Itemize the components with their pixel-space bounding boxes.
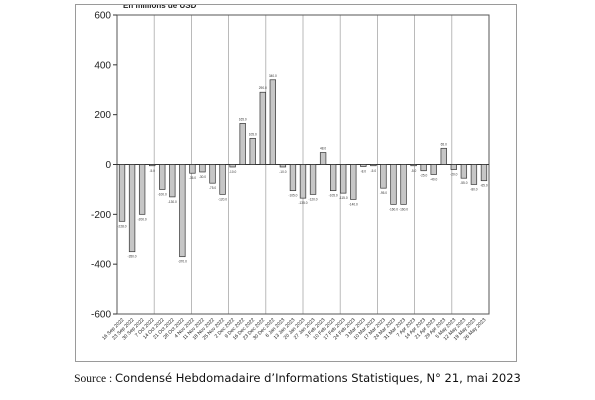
bar: [330, 164, 337, 192]
bar-value-label: -25.0: [420, 174, 427, 178]
bar: [410, 164, 417, 167]
bar: [209, 164, 216, 184]
bar: [360, 164, 367, 167]
bar: [239, 123, 246, 165]
bar-value-label: -100.0: [158, 192, 167, 196]
bar: [259, 91, 266, 165]
bar-value-label: -95.0: [380, 191, 387, 195]
source-caption: Source : Condensé Hebdomadaire d’Informa…: [0, 371, 595, 386]
bar-value-label: -350.0: [128, 255, 137, 259]
bar: [380, 164, 387, 189]
bar-value-label: -228.0: [118, 224, 127, 228]
bar-value-label: -5.0: [149, 169, 155, 173]
bar: [149, 164, 156, 167]
bar: [159, 164, 166, 190]
bar-value-label: -105.0: [329, 194, 338, 198]
bar-value-label: -135.0: [298, 201, 307, 205]
bar-value-label: -130.0: [168, 200, 177, 204]
chart-title: En millions de USD: [123, 5, 197, 10]
bar-value-label: -30.0: [199, 175, 206, 179]
bar: [400, 164, 407, 205]
bar: [350, 164, 357, 200]
bar: [289, 164, 297, 192]
bar-value-label: -55.0: [460, 181, 467, 185]
bar-value-label: -140.0: [349, 202, 358, 206]
bar-value-label: -105.0: [288, 194, 297, 198]
bar: [420, 164, 427, 172]
bar: [118, 164, 126, 222]
bar-value-label: 105.0: [249, 132, 257, 136]
bar: [269, 79, 277, 165]
bar: [299, 164, 307, 199]
bar-value-label: -40.0: [430, 177, 437, 181]
y-tick-label: 200: [94, 110, 111, 121]
bar: [219, 164, 226, 195]
bar-chart: En millions de USD -600 -400 -200 0 200 400 60…: [91, 5, 490, 342]
bar: [470, 164, 478, 185]
bar-value-label: -8.0: [361, 169, 367, 173]
bar-value-label: -5.0: [411, 169, 417, 173]
bar-value-label: -200.0: [138, 217, 147, 221]
bar-value-label: 65.0: [441, 142, 447, 146]
y-tick-label: 400: [94, 60, 111, 71]
bar: [128, 164, 136, 253]
bar-value-label: -10.0: [279, 170, 286, 174]
y-tick-label: 600: [94, 11, 111, 22]
bar-value-label: -80.0: [470, 187, 477, 191]
bar: [189, 164, 196, 174]
bar-value-label: -5.0: [371, 169, 377, 173]
bar: [460, 164, 468, 179]
bar-value-label: 165.0: [239, 117, 247, 121]
y-tick-label: -600: [91, 310, 111, 321]
source-text: Condensé Hebdomadaire d’Informations Sta…: [115, 371, 521, 385]
bar-value-label: -115.0: [339, 196, 348, 200]
bar-value-label: 290.0: [259, 86, 267, 90]
y-tick-label: -200: [91, 210, 111, 221]
bar-value-label: -20.0: [450, 172, 457, 176]
chart-frame: En millions de USD -600 -400 -200 0 200 400 60…: [75, 4, 517, 362]
bar: [319, 152, 327, 165]
bar: [138, 164, 146, 215]
bar: [370, 164, 377, 167]
bar: [450, 164, 457, 170]
bar: [229, 164, 236, 168]
bar-value-label: -65.0: [480, 184, 487, 188]
bar-value-label: -10.0: [229, 170, 236, 174]
bar-value-label: 48.0: [320, 147, 326, 151]
bar: [480, 164, 488, 182]
bar: [249, 137, 256, 165]
bar-value-label: 340.0: [269, 74, 277, 78]
y-tick-label: 0: [105, 160, 111, 171]
bar: [390, 164, 397, 205]
bar: [340, 164, 347, 194]
bar-value-label: -160.0: [399, 207, 408, 211]
y-tick-label: -400: [91, 260, 111, 271]
bar: [279, 164, 287, 168]
bar-value-label: -120.0: [218, 197, 227, 201]
bar-value-label: -35.0: [189, 176, 196, 180]
bar-value-label: -160.0: [389, 207, 398, 211]
bar-value-label: -75.0: [209, 186, 216, 190]
bar-value-label: -370.0: [178, 260, 187, 264]
bar: [199, 164, 206, 173]
bar: [309, 164, 317, 195]
source-prefix: Source :: [74, 373, 116, 385]
bar: [440, 147, 447, 165]
bar: [179, 164, 186, 258]
bar: [169, 164, 176, 198]
bar-value-label: -120.0: [309, 197, 318, 201]
bar: [430, 164, 437, 175]
